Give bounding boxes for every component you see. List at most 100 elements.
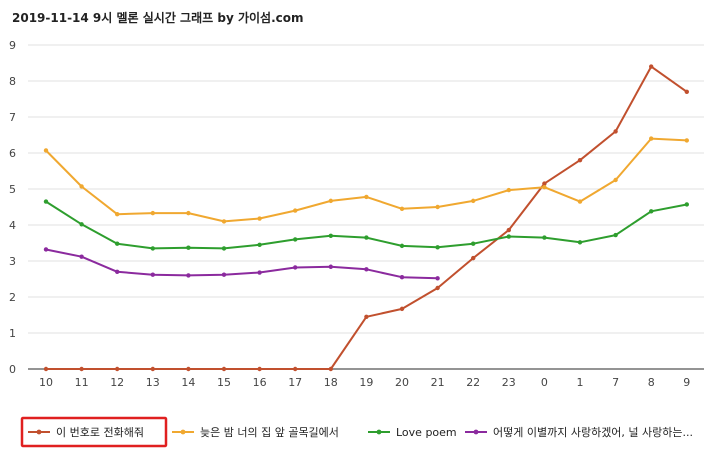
data-point xyxy=(471,198,476,204)
chart-title: 2019-11-14 9시 멜론 실시간 그래프 by 가이섬.com xyxy=(12,10,304,25)
data-point xyxy=(613,129,618,134)
data-point xyxy=(328,198,333,204)
data-point xyxy=(399,275,405,280)
legend-highlight-box xyxy=(20,416,168,448)
data-point xyxy=(435,285,440,291)
data-point xyxy=(221,246,227,251)
data-point xyxy=(79,366,84,372)
data-point xyxy=(150,366,155,372)
x-tick-label: 21 xyxy=(431,376,445,389)
legend: 이 번호로 전화해줘 늦은 밤 너의 집 앞 골목길에서 Love poem 어떻게 … xyxy=(20,416,693,448)
data-point xyxy=(364,267,369,272)
data-point xyxy=(257,270,262,275)
data-point xyxy=(399,306,405,312)
data-point xyxy=(577,240,583,245)
data-point xyxy=(186,366,191,372)
data-point xyxy=(150,272,155,277)
x-tick-label: 20 xyxy=(395,376,409,389)
data-point xyxy=(257,366,262,372)
legend-label: 늦은 밤 너의 집 앞 골목길에서 xyxy=(200,426,339,439)
data-point xyxy=(186,245,191,250)
data-point xyxy=(293,237,298,242)
data-point xyxy=(364,314,369,319)
data-point xyxy=(115,269,120,274)
data-point xyxy=(43,247,49,252)
data-point xyxy=(43,366,49,372)
data-point xyxy=(221,272,227,277)
legend-label: 이 번호로 전화해줘 xyxy=(56,425,144,439)
data-point xyxy=(115,366,120,372)
y-tick-label: 4 xyxy=(9,219,16,232)
legend-label: Love poem xyxy=(396,426,457,439)
legend-label: 어떻게 이별까지 사랑하겠어, 널 사랑하는... xyxy=(493,425,693,439)
y-axis-ticks: 0 1 2 3 4 5 6 7 8 9 xyxy=(9,39,16,376)
x-tick-label: 8 xyxy=(648,376,655,389)
data-point xyxy=(79,184,84,189)
data-point xyxy=(577,158,583,163)
data-point xyxy=(542,181,547,186)
data-point xyxy=(506,187,511,193)
y-tick-label: 7 xyxy=(9,111,16,124)
data-point xyxy=(257,242,262,247)
data-point xyxy=(150,210,155,216)
x-tick-label: 23 xyxy=(502,376,516,389)
y-tick-label: 8 xyxy=(9,75,16,88)
gridlines xyxy=(28,44,704,370)
data-point xyxy=(684,89,689,95)
data-point xyxy=(186,210,191,216)
data-point xyxy=(435,276,440,281)
data-point xyxy=(649,136,654,141)
x-tick-label: 11 xyxy=(75,376,89,389)
data-point xyxy=(79,254,84,259)
x-tick-label: 15 xyxy=(217,376,231,389)
legend-swatch-point xyxy=(36,429,42,435)
data-point xyxy=(150,246,155,251)
data-point xyxy=(221,366,227,372)
y-tick-label: 3 xyxy=(9,255,16,268)
x-tick-label: 14 xyxy=(181,376,195,389)
x-tick-label: 17 xyxy=(288,376,302,389)
data-point xyxy=(186,273,191,278)
y-tick-label: 6 xyxy=(9,147,16,160)
data-point xyxy=(577,199,583,204)
data-point xyxy=(364,194,369,200)
y-tick-label: 9 xyxy=(9,39,16,52)
data-point xyxy=(115,241,120,246)
series-line xyxy=(46,65,688,370)
data-point xyxy=(221,219,227,224)
x-tick-label: 13 xyxy=(146,376,160,389)
data-point xyxy=(613,177,618,183)
x-tick-label: 10 xyxy=(39,376,53,389)
x-tick-label: 22 xyxy=(466,376,480,389)
data-point xyxy=(506,234,511,239)
x-tick-label: 19 xyxy=(359,376,373,389)
data-point xyxy=(79,222,84,227)
data-point xyxy=(328,233,333,238)
data-point xyxy=(328,366,333,372)
data-point xyxy=(399,206,405,211)
x-tick-label: 16 xyxy=(253,376,267,389)
data-point xyxy=(684,202,689,207)
legend-swatch-point xyxy=(180,429,186,435)
data-point xyxy=(399,243,405,249)
x-tick-label: 9 xyxy=(683,376,690,389)
data-point xyxy=(293,366,298,372)
data-point xyxy=(43,199,49,204)
data-point xyxy=(613,232,618,238)
data-point xyxy=(542,235,547,240)
legend-swatch-point xyxy=(376,429,382,435)
data-point xyxy=(684,138,689,143)
data-point xyxy=(364,235,369,240)
x-tick-label: 0 xyxy=(541,376,548,389)
data-point xyxy=(471,255,476,261)
data-point xyxy=(115,212,120,217)
data-point xyxy=(649,64,654,69)
data-point xyxy=(471,241,476,246)
y-tick-label: 0 xyxy=(9,363,16,376)
y-tick-label: 5 xyxy=(9,183,16,196)
data-point xyxy=(542,185,547,190)
x-axis-ticks: 10 11 12 13 14 15 16 17 18 19 20 21 22 23 0 1 7 8 9 xyxy=(39,376,690,389)
series-line xyxy=(45,248,438,280)
